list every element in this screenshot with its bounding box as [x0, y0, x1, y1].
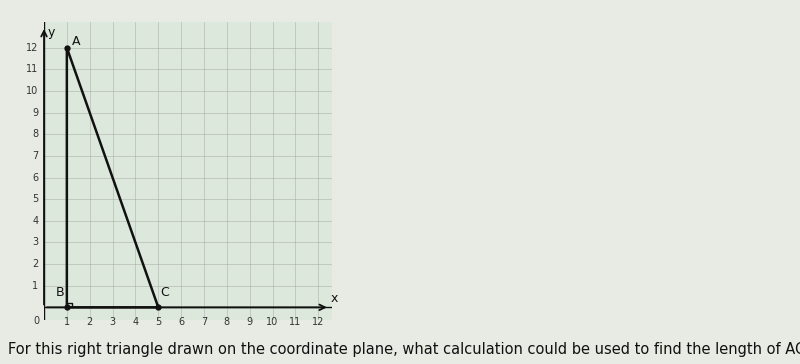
- Text: 11: 11: [26, 64, 38, 74]
- Text: C: C: [161, 286, 170, 299]
- Text: 8: 8: [224, 317, 230, 327]
- Text: 2: 2: [86, 317, 93, 327]
- Text: 12: 12: [26, 43, 38, 53]
- Text: 9: 9: [246, 317, 253, 327]
- Text: 10: 10: [266, 317, 278, 327]
- Text: 7: 7: [32, 151, 38, 161]
- Text: x: x: [331, 292, 338, 305]
- Text: 0: 0: [34, 316, 39, 326]
- Text: 1: 1: [32, 281, 38, 291]
- Text: 7: 7: [201, 317, 207, 327]
- Text: 4: 4: [32, 216, 38, 226]
- Text: A: A: [71, 35, 80, 48]
- Text: B: B: [55, 286, 64, 299]
- Text: y: y: [47, 26, 55, 39]
- Text: For this right triangle drawn on the coordinate plane, what calculation could be: For this right triangle drawn on the coo…: [8, 342, 800, 357]
- Text: 2: 2: [32, 259, 38, 269]
- Text: 5: 5: [32, 194, 38, 204]
- Text: 3: 3: [110, 317, 116, 327]
- Text: 6: 6: [32, 173, 38, 183]
- Text: 10: 10: [26, 86, 38, 96]
- Text: 12: 12: [312, 317, 325, 327]
- Text: 3: 3: [32, 237, 38, 248]
- Text: 9: 9: [32, 108, 38, 118]
- Text: 8: 8: [32, 129, 38, 139]
- Text: 4: 4: [132, 317, 138, 327]
- Text: 11: 11: [290, 317, 302, 327]
- Text: 1: 1: [64, 317, 70, 327]
- Text: 5: 5: [155, 317, 162, 327]
- Text: 6: 6: [178, 317, 184, 327]
